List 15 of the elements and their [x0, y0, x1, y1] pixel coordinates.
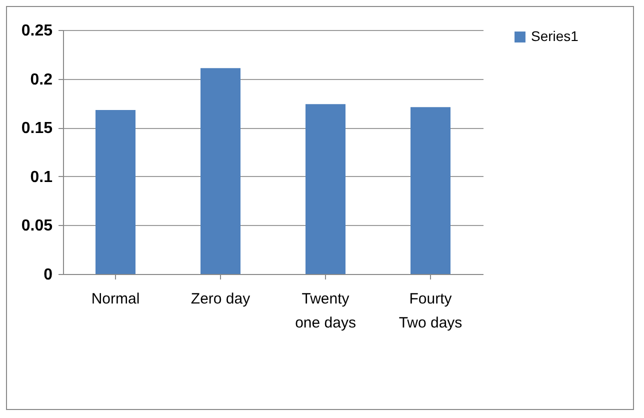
- bar: [200, 68, 240, 274]
- y-tick-label: 0.2: [30, 71, 53, 88]
- legend-label: Series1: [531, 28, 579, 44]
- x-tick-label: Fourty Two days: [398, 290, 462, 332]
- x-tick-label: Twenty one days: [295, 290, 356, 332]
- x-tick-label: Zero day: [190, 290, 251, 308]
- bar: [306, 104, 346, 274]
- y-tick-label: 0: [44, 266, 53, 284]
- y-tick-label: 0.1: [30, 168, 53, 186]
- bar: [96, 110, 136, 274]
- x-tick-label: Normal: [91, 290, 140, 308]
- bar: [410, 107, 450, 274]
- y-tick-label: 0.05: [21, 218, 53, 235]
- y-tick-label: 0.25: [21, 22, 53, 40]
- y-tick-label: 0.15: [21, 120, 53, 138]
